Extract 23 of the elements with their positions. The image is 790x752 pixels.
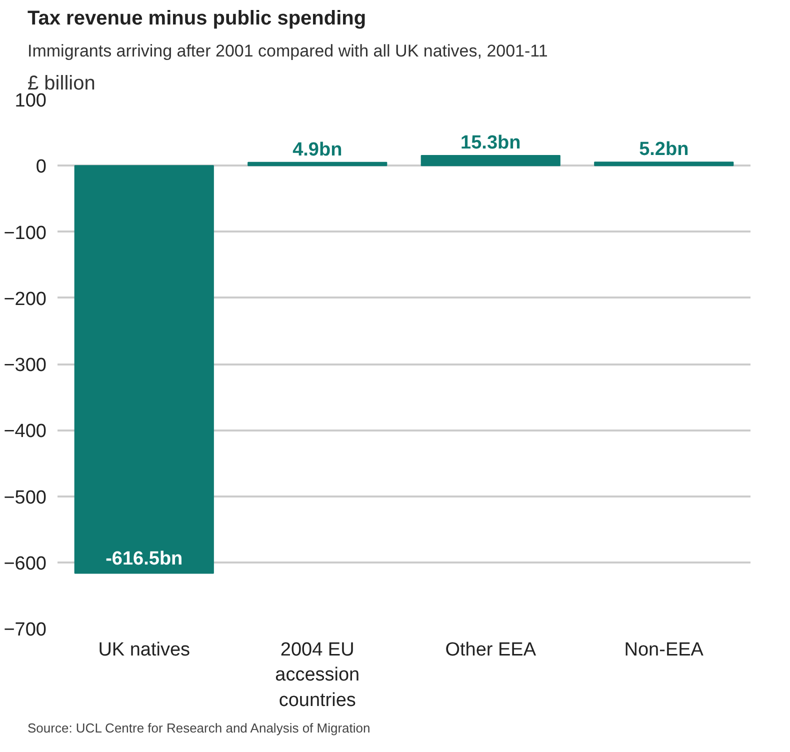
data-label: 15.3bn [460,132,521,154]
data-label: 4.9bn [292,139,342,160]
y-tick-label: −700 [4,620,46,640]
x-tick-label: Other EEA [445,640,536,660]
x-tick-label: Non-EEA [624,640,704,660]
y-tick-label: 0 [36,156,47,178]
bar [420,155,560,166]
source-note: Source: UCL Centre for Research and Analysis of Migration [28,720,370,736]
chart-subtitle: Immigrants arriving after 2001 compared with all UK natives, 2001-11 [28,42,548,60]
y-tick-label: −500 [4,487,46,508]
y-tick-label: −400 [4,421,46,442]
y-tick-label: −600 [4,553,46,574]
x-tick-label: UK natives [98,640,190,660]
y-tick-label: −300 [4,355,46,376]
chart-title: Tax revenue minus public spending [28,8,366,30]
bar [74,165,214,574]
bar [248,162,388,166]
data-label: -616.5bn [106,548,183,570]
bar [594,162,734,166]
y-tick-label: −200 [4,288,46,310]
data-label: 5.2bn [639,139,689,160]
y-tick-label: −100 [4,222,46,244]
x-tick-label: 2004 EU accession countries [275,640,360,711]
